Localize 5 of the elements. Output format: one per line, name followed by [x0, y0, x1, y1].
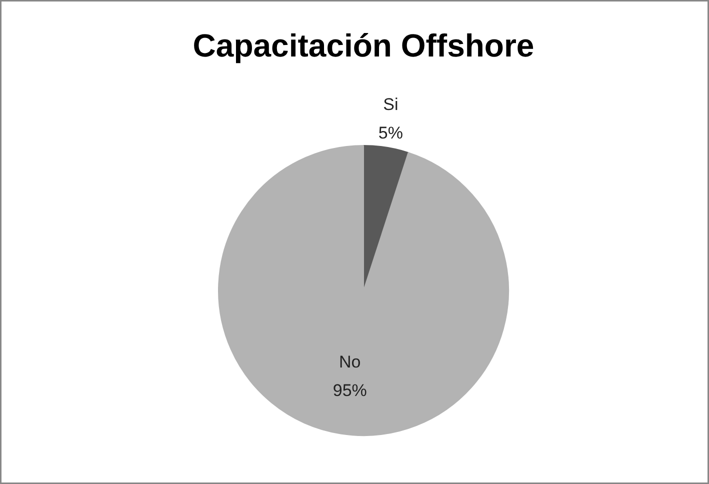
data-label: 95%	[332, 381, 367, 400]
data-label: 5%	[378, 123, 404, 142]
slice-label: No	[339, 352, 361, 372]
chart-title: Capacitación Offshore	[192, 28, 534, 64]
slice-label: Si	[383, 94, 398, 114]
